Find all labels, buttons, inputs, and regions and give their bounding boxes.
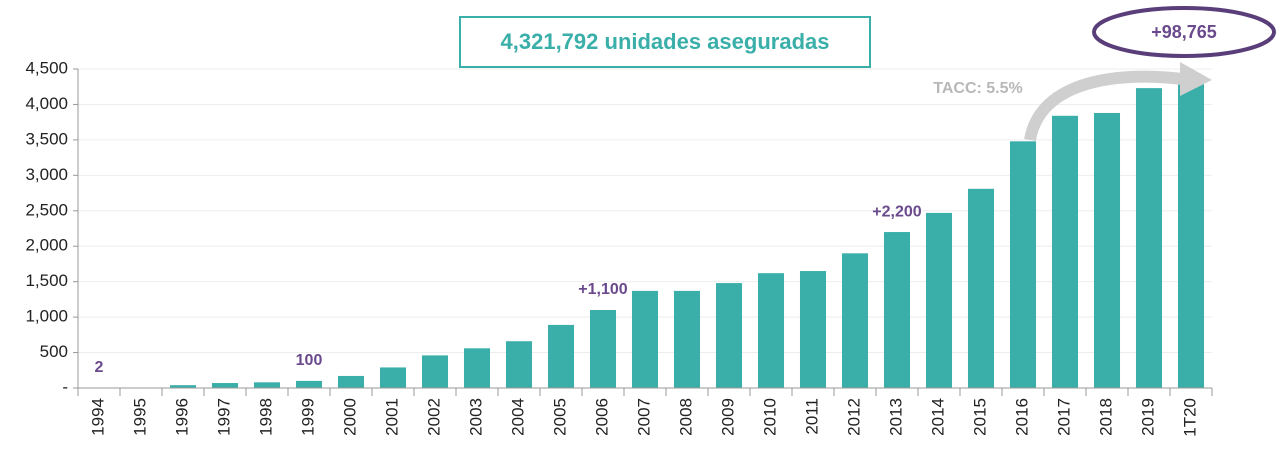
bar — [337, 375, 365, 388]
bar — [715, 283, 743, 388]
y-tick-label: - — [62, 377, 68, 396]
bar — [421, 355, 449, 388]
x-tick-label: 2009 — [718, 398, 737, 436]
x-tick-label: 2014 — [928, 398, 947, 436]
bar — [967, 188, 995, 388]
x-tick-label: 2008 — [676, 398, 695, 436]
plot: - 500 1,000 1,500 2,000 2,500 3,000 3,500 4,000 4… — [25, 58, 1213, 437]
y-tick-label: 3,000 — [25, 165, 68, 184]
x-tick-label: 2004 — [508, 398, 527, 436]
y-tick-label: 1,000 — [25, 307, 68, 326]
y-tick-label: 500 — [40, 342, 68, 361]
y-tick-label: 1,500 — [25, 271, 68, 290]
x-tick-label: 2015 — [970, 398, 989, 436]
x-tick-label: 1995 — [130, 398, 149, 436]
data-label: 100 — [296, 352, 323, 369]
x-tick-label: 2011 — [802, 398, 821, 435]
title-box — [459, 16, 871, 68]
x-tick-label: 1994 — [88, 398, 107, 436]
x-tick-label: 1998 — [256, 398, 275, 436]
arrow-head — [1180, 62, 1212, 96]
x-tick-label: 2012 — [844, 398, 863, 436]
x-tick-label: 2010 — [760, 398, 779, 436]
bar — [1051, 115, 1079, 388]
y-tick-label: 4,500 — [25, 58, 68, 77]
bar — [1093, 112, 1121, 388]
x-tick-label: 2013 — [886, 398, 905, 436]
x-tick-label: 1997 — [214, 398, 233, 436]
highlight-ellipse — [1092, 6, 1276, 58]
data-label: +2,200 — [872, 203, 921, 220]
bar — [211, 383, 239, 388]
y-tick-label: 4,000 — [25, 94, 68, 113]
x-tick-label: 1996 — [172, 398, 191, 436]
growth-arrow — [1024, 70, 1191, 142]
bar — [379, 367, 407, 388]
x-tick-label: 2007 — [634, 398, 653, 436]
x-tick-label: 2000 — [340, 398, 359, 436]
data-label: 2 — [95, 359, 104, 376]
x-tick-label: 2003 — [466, 398, 485, 436]
bar — [589, 310, 617, 388]
bar — [463, 348, 491, 388]
x-tick-label: 2001 — [382, 398, 401, 436]
y-tick-label: 3,500 — [25, 129, 68, 148]
bar — [883, 232, 911, 388]
bar — [253, 382, 281, 388]
x-tick-label: 2005 — [550, 398, 569, 436]
bar — [1177, 81, 1205, 388]
bar — [295, 380, 323, 388]
x-tick-label: 1T20 — [1180, 398, 1199, 437]
x-tick-label: 1999 — [298, 398, 317, 436]
x-tick-label: 2017 — [1054, 398, 1073, 436]
chart-title: 4,321,792 unidades aseguradas — [501, 29, 830, 54]
data-label: +1,100 — [578, 281, 627, 298]
bar — [925, 212, 953, 388]
bar — [1009, 141, 1037, 388]
bar — [757, 273, 785, 388]
x-tick-label: 2018 — [1096, 398, 1115, 436]
bar — [673, 290, 701, 388]
annotation: TACC: 5.5% — [933, 80, 1023, 97]
bar — [631, 290, 659, 388]
bar — [1135, 88, 1163, 388]
x-tick-label: 2006 — [592, 398, 611, 436]
bar — [799, 271, 827, 388]
bar — [547, 324, 575, 388]
x-tick-label: 2002 — [424, 398, 443, 436]
x-tick-label: 2016 — [1012, 398, 1031, 436]
bar — [505, 341, 533, 388]
annotation: +98,765 — [1151, 22, 1217, 42]
bar — [841, 253, 869, 388]
bar — [169, 385, 197, 388]
y-tick-label: 2,000 — [25, 236, 68, 255]
x-tick-label: 2019 — [1138, 398, 1157, 436]
y-tick-label: 2,500 — [25, 200, 68, 219]
